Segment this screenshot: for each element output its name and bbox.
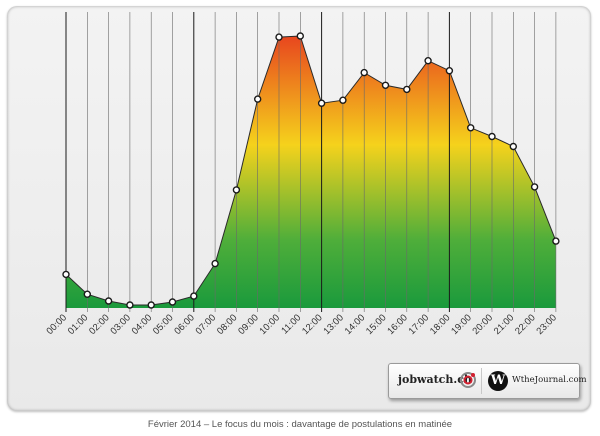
data-point-10-00 (275, 33, 283, 41)
area-fill (66, 36, 556, 308)
data-point-13-00 (339, 96, 347, 104)
data-point-01-00 (83, 290, 92, 298)
wthejournal-logo: WtheJournal.com (512, 375, 587, 385)
x-tick-label-02-00: 02:00 (87, 312, 112, 337)
data-point-14-00 (360, 68, 368, 77)
data-points (62, 32, 560, 309)
x-tick-label-03-00: 03:00 (108, 312, 133, 337)
data-point-05-00 (168, 298, 177, 306)
x-tick-label-18-00: 18:00 (428, 312, 453, 337)
x-tick-label-16-00: 16:00 (385, 312, 410, 337)
data-point-12-00 (317, 99, 326, 107)
x-tick-label-13-00: 13:00 (321, 312, 346, 337)
data-point-17-00 (424, 57, 432, 65)
x-tick-label-22-00: 22:00 (513, 312, 538, 337)
data-point-16-00 (403, 85, 411, 94)
data-point-18-00 (445, 66, 454, 75)
x-tick-label-00-00: 00:00 (45, 312, 70, 337)
data-point-11-00 (296, 32, 304, 40)
x-tick-label-07-00: 07:00 (194, 312, 219, 337)
data-point-03-00 (126, 301, 134, 309)
chart-caption: Février 2014 – Le focus du mois : davant… (147, 419, 453, 430)
data-point-04-00 (147, 301, 155, 309)
jobwatch-mark-icon (460, 372, 476, 388)
x-tick-label-08-00: 08:00 (215, 312, 240, 337)
data-point-20-00 (488, 132, 496, 141)
x-tick-label-04-00: 04:00 (130, 312, 155, 337)
data-point-07-00 (211, 259, 219, 268)
data-point-21-00 (509, 142, 517, 151)
x-tick-label-20-00: 20:00 (471, 312, 496, 337)
x-tick-label-23-00: 23:00 (534, 312, 559, 337)
logo-divider (481, 368, 482, 394)
data-point-08-00 (232, 186, 241, 194)
x-tick-label-15-00: 15:00 (364, 312, 389, 337)
x-tick-label-21-00: 21:00 (492, 312, 517, 337)
x-tick-label-12-00: 12:00 (300, 312, 325, 337)
x-tick-label-09-00: 09:00 (236, 312, 261, 337)
data-point-22-00 (530, 183, 539, 191)
data-point-15-00 (381, 81, 390, 90)
data-point-09-00 (254, 95, 262, 103)
jobwatch-logo: jobwatch.ch (398, 373, 472, 386)
wthejournal-w-icon: W (488, 371, 508, 391)
data-point-02-00 (104, 297, 113, 305)
x-tick-label-11-00: 11:00 (279, 312, 303, 336)
x-tick-label-05-00: 05:00 (151, 312, 176, 337)
x-tick-labels: 00:0001:0002:0003:0004:0005:0006:0007:00… (45, 312, 559, 337)
logo-box: jobwatch.ch W WtheJournal.com (388, 363, 587, 399)
x-tick-label-14-00: 14:00 (343, 312, 368, 337)
data-point-06-00 (190, 292, 198, 300)
x-tick-label-17-00: 17:00 (407, 312, 432, 337)
x-tick-label-01-00: 01:00 (66, 312, 91, 337)
data-point-00-00 (62, 270, 70, 279)
data-point-19-00 (467, 124, 475, 132)
x-tick-label-06-00: 06:00 (172, 312, 197, 337)
grid-lines (65, 12, 557, 312)
x-tick-label-19-00: 19:00 (449, 312, 474, 337)
x-tick-label-10-00: 10:00 (258, 312, 283, 337)
data-point-23-00 (552, 237, 560, 245)
